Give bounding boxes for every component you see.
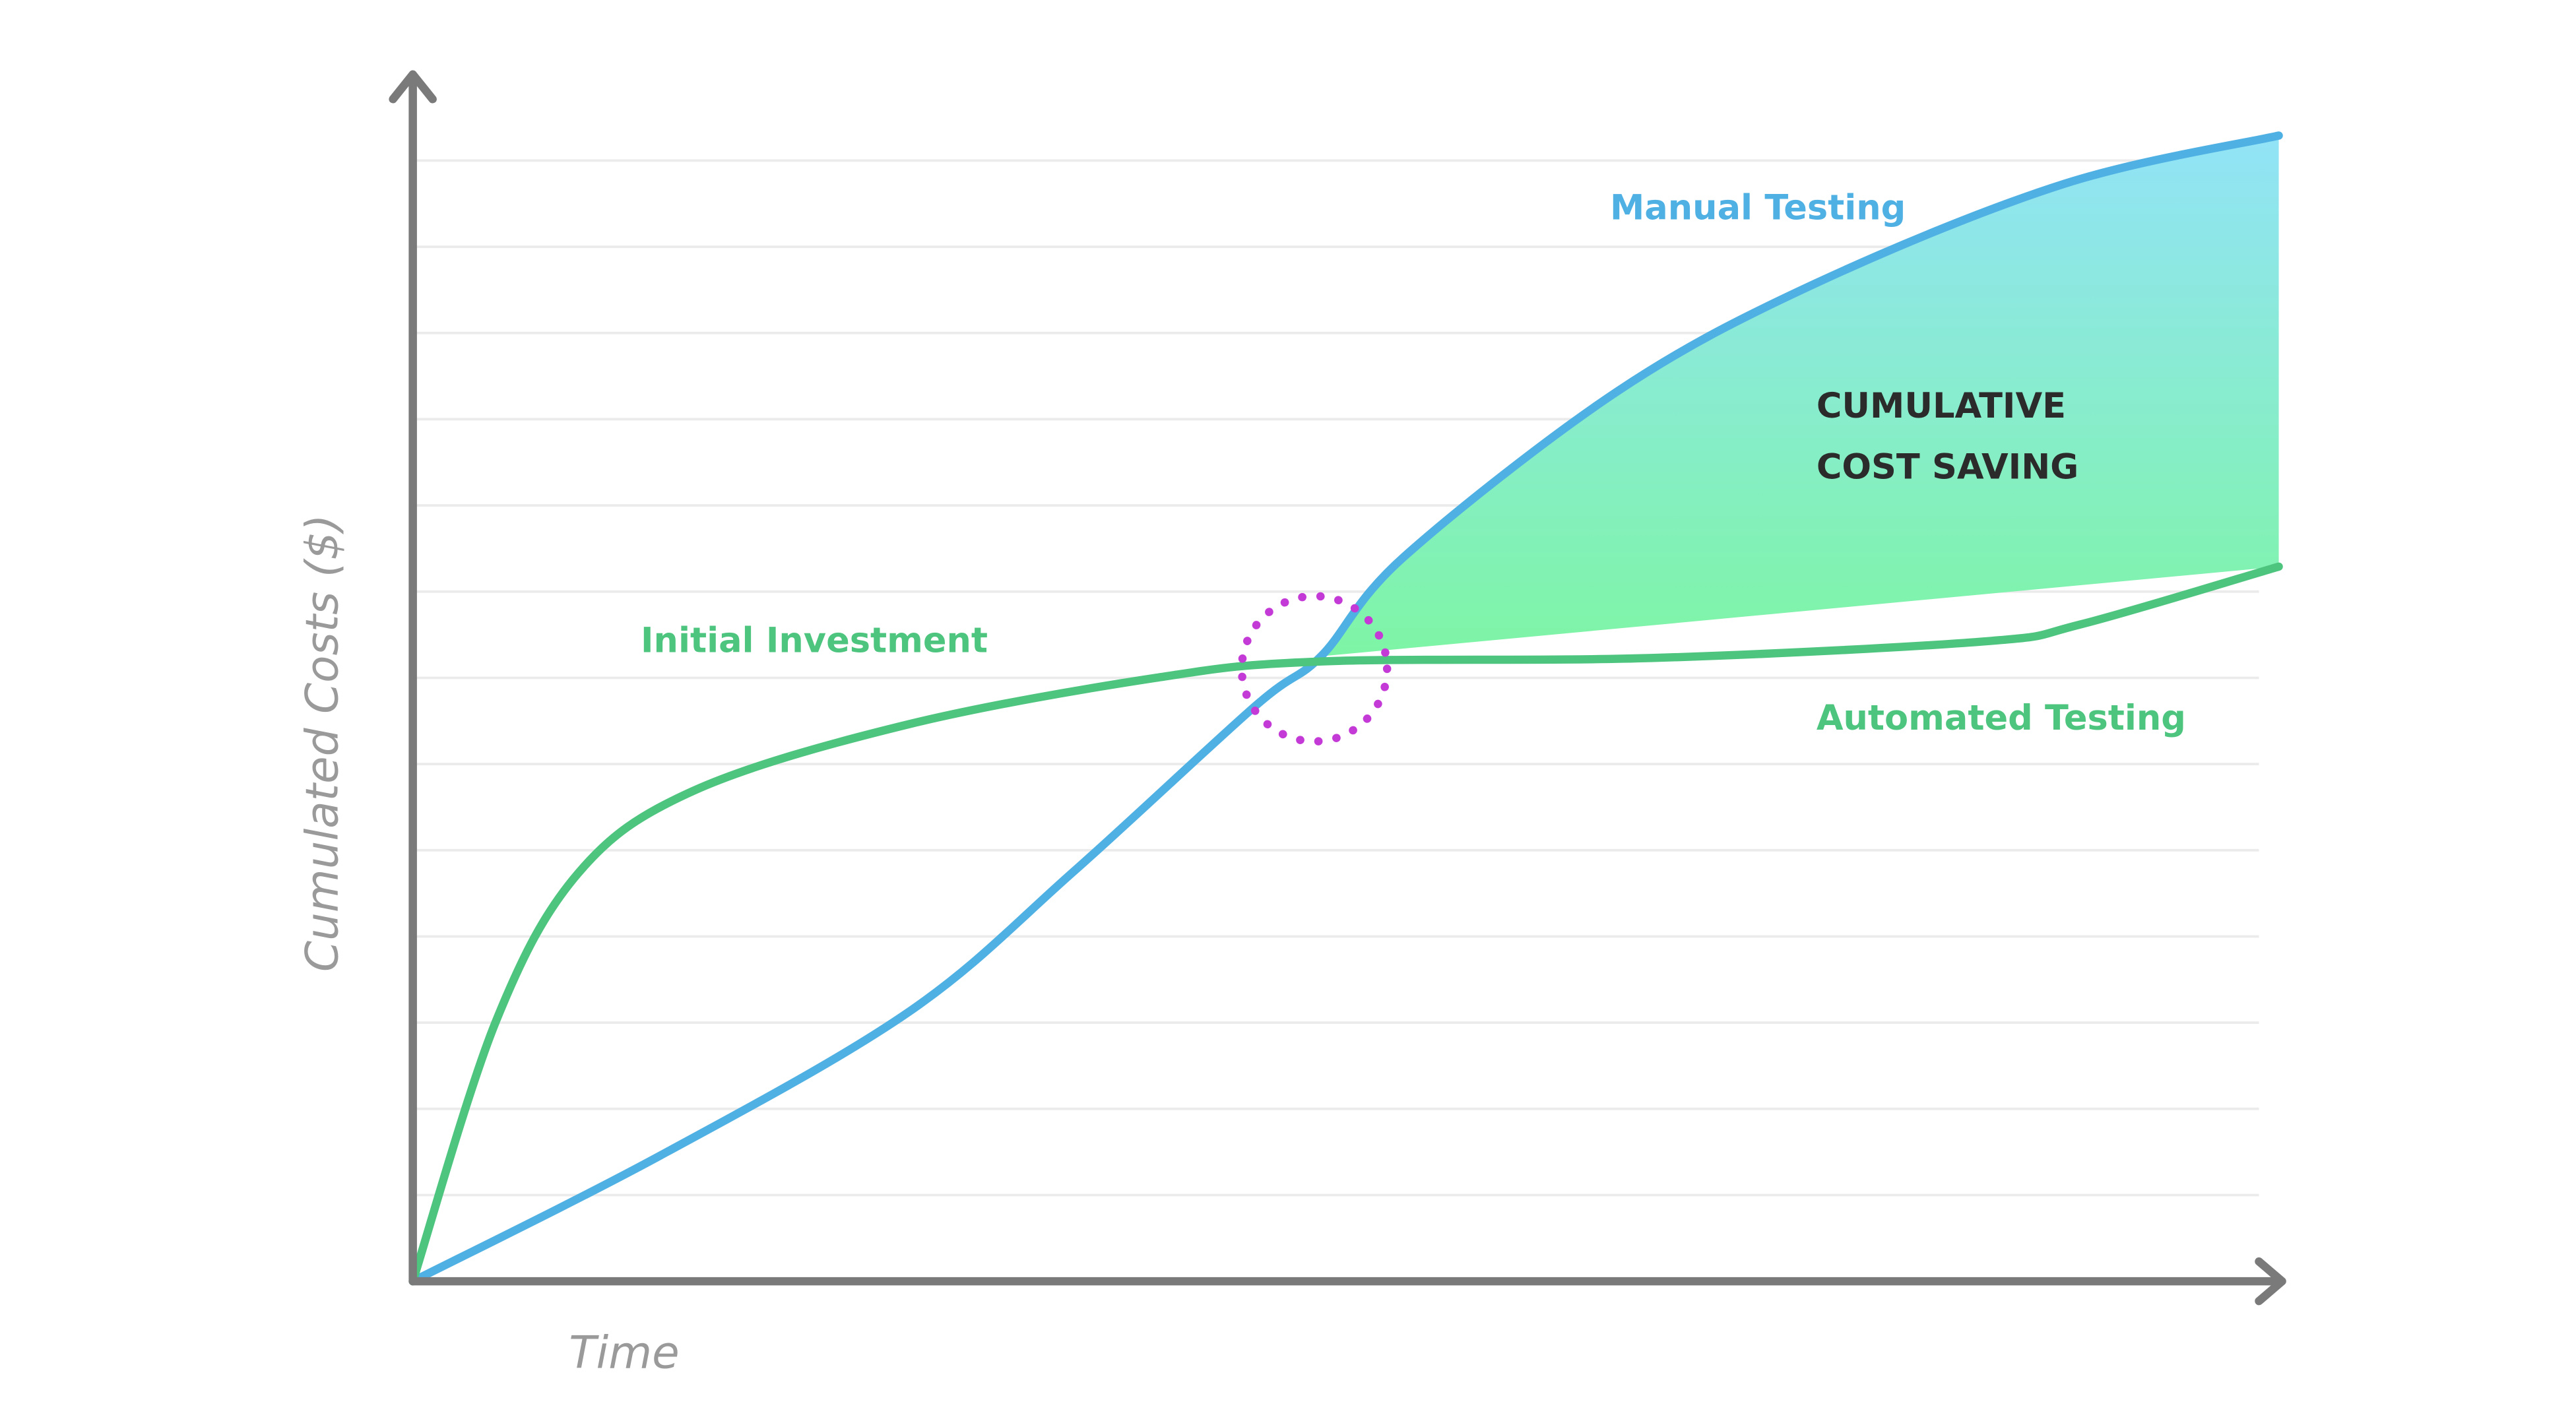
lines [408,131,2283,1286]
x-axis-label: Time [569,1326,679,1378]
break-even-marker [1237,592,1392,746]
annotation: Initial Investment [641,620,988,660]
y-axis-label: Cumulated Costs ($) [296,514,348,972]
series-line [408,562,2283,1286]
saving-label: CUMULATIVE [1817,386,2066,426]
y-axis [389,70,437,1286]
legend-label: Automated Testing [1817,698,2186,738]
saving-label: COST SAVING [1817,447,2079,488]
series-line [408,131,2283,1286]
x-axis [408,1257,2286,1306]
legend-label: Manual Testing [1610,188,1906,228]
saving-area [1321,135,2279,656]
